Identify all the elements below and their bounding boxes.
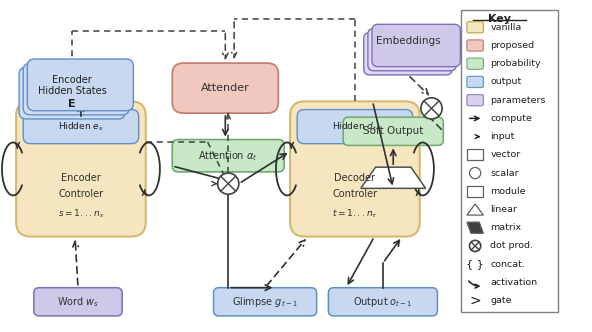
Text: vanilla: vanilla bbox=[490, 23, 522, 32]
FancyBboxPatch shape bbox=[343, 117, 443, 145]
Bar bbox=[467, 186, 484, 197]
FancyBboxPatch shape bbox=[290, 101, 420, 236]
Text: E: E bbox=[68, 99, 76, 109]
Text: Hidden States: Hidden States bbox=[38, 86, 107, 96]
FancyBboxPatch shape bbox=[23, 110, 139, 144]
FancyBboxPatch shape bbox=[467, 95, 484, 106]
Text: Controler: Controler bbox=[59, 189, 104, 199]
FancyBboxPatch shape bbox=[372, 24, 461, 67]
Text: Key: Key bbox=[488, 14, 511, 24]
Text: Hidden $d_t$: Hidden $d_t$ bbox=[332, 121, 378, 133]
FancyBboxPatch shape bbox=[467, 76, 484, 88]
Text: scalar: scalar bbox=[490, 169, 519, 178]
Text: proposed: proposed bbox=[490, 41, 535, 50]
Text: Glimpse $g_{t-1}$: Glimpse $g_{t-1}$ bbox=[232, 295, 298, 309]
FancyBboxPatch shape bbox=[368, 29, 456, 71]
Text: Word $w_s$: Word $w_s$ bbox=[57, 295, 99, 309]
Text: Embeddings: Embeddings bbox=[376, 36, 440, 46]
Text: parameters: parameters bbox=[490, 96, 546, 105]
Text: Encoder: Encoder bbox=[52, 75, 92, 85]
Text: $s=1...n_\varepsilon$: $s=1...n_\varepsilon$ bbox=[58, 208, 104, 220]
Text: probability: probability bbox=[490, 59, 541, 68]
Text: Output $o_{t-1}$: Output $o_{t-1}$ bbox=[353, 295, 413, 309]
Text: $t=1...n_\tau$: $t=1...n_\tau$ bbox=[332, 208, 378, 220]
FancyBboxPatch shape bbox=[16, 101, 146, 236]
Polygon shape bbox=[467, 204, 484, 215]
Circle shape bbox=[469, 240, 481, 252]
Text: { }: { } bbox=[466, 259, 484, 269]
Text: compute: compute bbox=[490, 114, 532, 123]
Text: Encoder: Encoder bbox=[61, 173, 101, 183]
Text: gate: gate bbox=[490, 296, 512, 305]
FancyBboxPatch shape bbox=[19, 67, 125, 119]
Bar bbox=[467, 149, 484, 160]
Circle shape bbox=[218, 173, 239, 194]
FancyBboxPatch shape bbox=[172, 139, 284, 172]
FancyBboxPatch shape bbox=[467, 22, 484, 33]
Text: vector: vector bbox=[490, 150, 521, 159]
Text: Controler: Controler bbox=[332, 189, 378, 199]
FancyBboxPatch shape bbox=[27, 59, 133, 111]
Text: concat.: concat. bbox=[490, 260, 525, 269]
Text: activation: activation bbox=[490, 278, 538, 287]
Text: Soft Output: Soft Output bbox=[363, 126, 423, 136]
Bar bbox=[461, 10, 558, 312]
Circle shape bbox=[421, 98, 442, 119]
Text: Attention $\alpha_t$: Attention $\alpha_t$ bbox=[198, 149, 258, 163]
Circle shape bbox=[469, 167, 481, 179]
Text: >: > bbox=[469, 293, 481, 308]
FancyBboxPatch shape bbox=[467, 58, 484, 69]
FancyBboxPatch shape bbox=[329, 288, 437, 316]
FancyBboxPatch shape bbox=[297, 110, 413, 144]
Text: dot prod.: dot prod. bbox=[490, 241, 533, 250]
FancyBboxPatch shape bbox=[23, 63, 129, 115]
FancyBboxPatch shape bbox=[214, 288, 317, 316]
FancyBboxPatch shape bbox=[467, 40, 484, 51]
Text: Decoder: Decoder bbox=[334, 173, 375, 183]
Polygon shape bbox=[467, 222, 484, 233]
Text: input: input bbox=[490, 132, 515, 141]
Text: module: module bbox=[490, 187, 526, 196]
Text: linear: linear bbox=[490, 205, 517, 214]
FancyBboxPatch shape bbox=[172, 63, 278, 113]
FancyBboxPatch shape bbox=[363, 33, 452, 75]
Text: Hidden $e_s$: Hidden $e_s$ bbox=[58, 121, 104, 133]
Polygon shape bbox=[361, 167, 426, 188]
Text: Attender: Attender bbox=[201, 83, 250, 93]
FancyBboxPatch shape bbox=[34, 288, 122, 316]
Text: matrix: matrix bbox=[490, 223, 522, 232]
Text: output: output bbox=[490, 77, 522, 86]
